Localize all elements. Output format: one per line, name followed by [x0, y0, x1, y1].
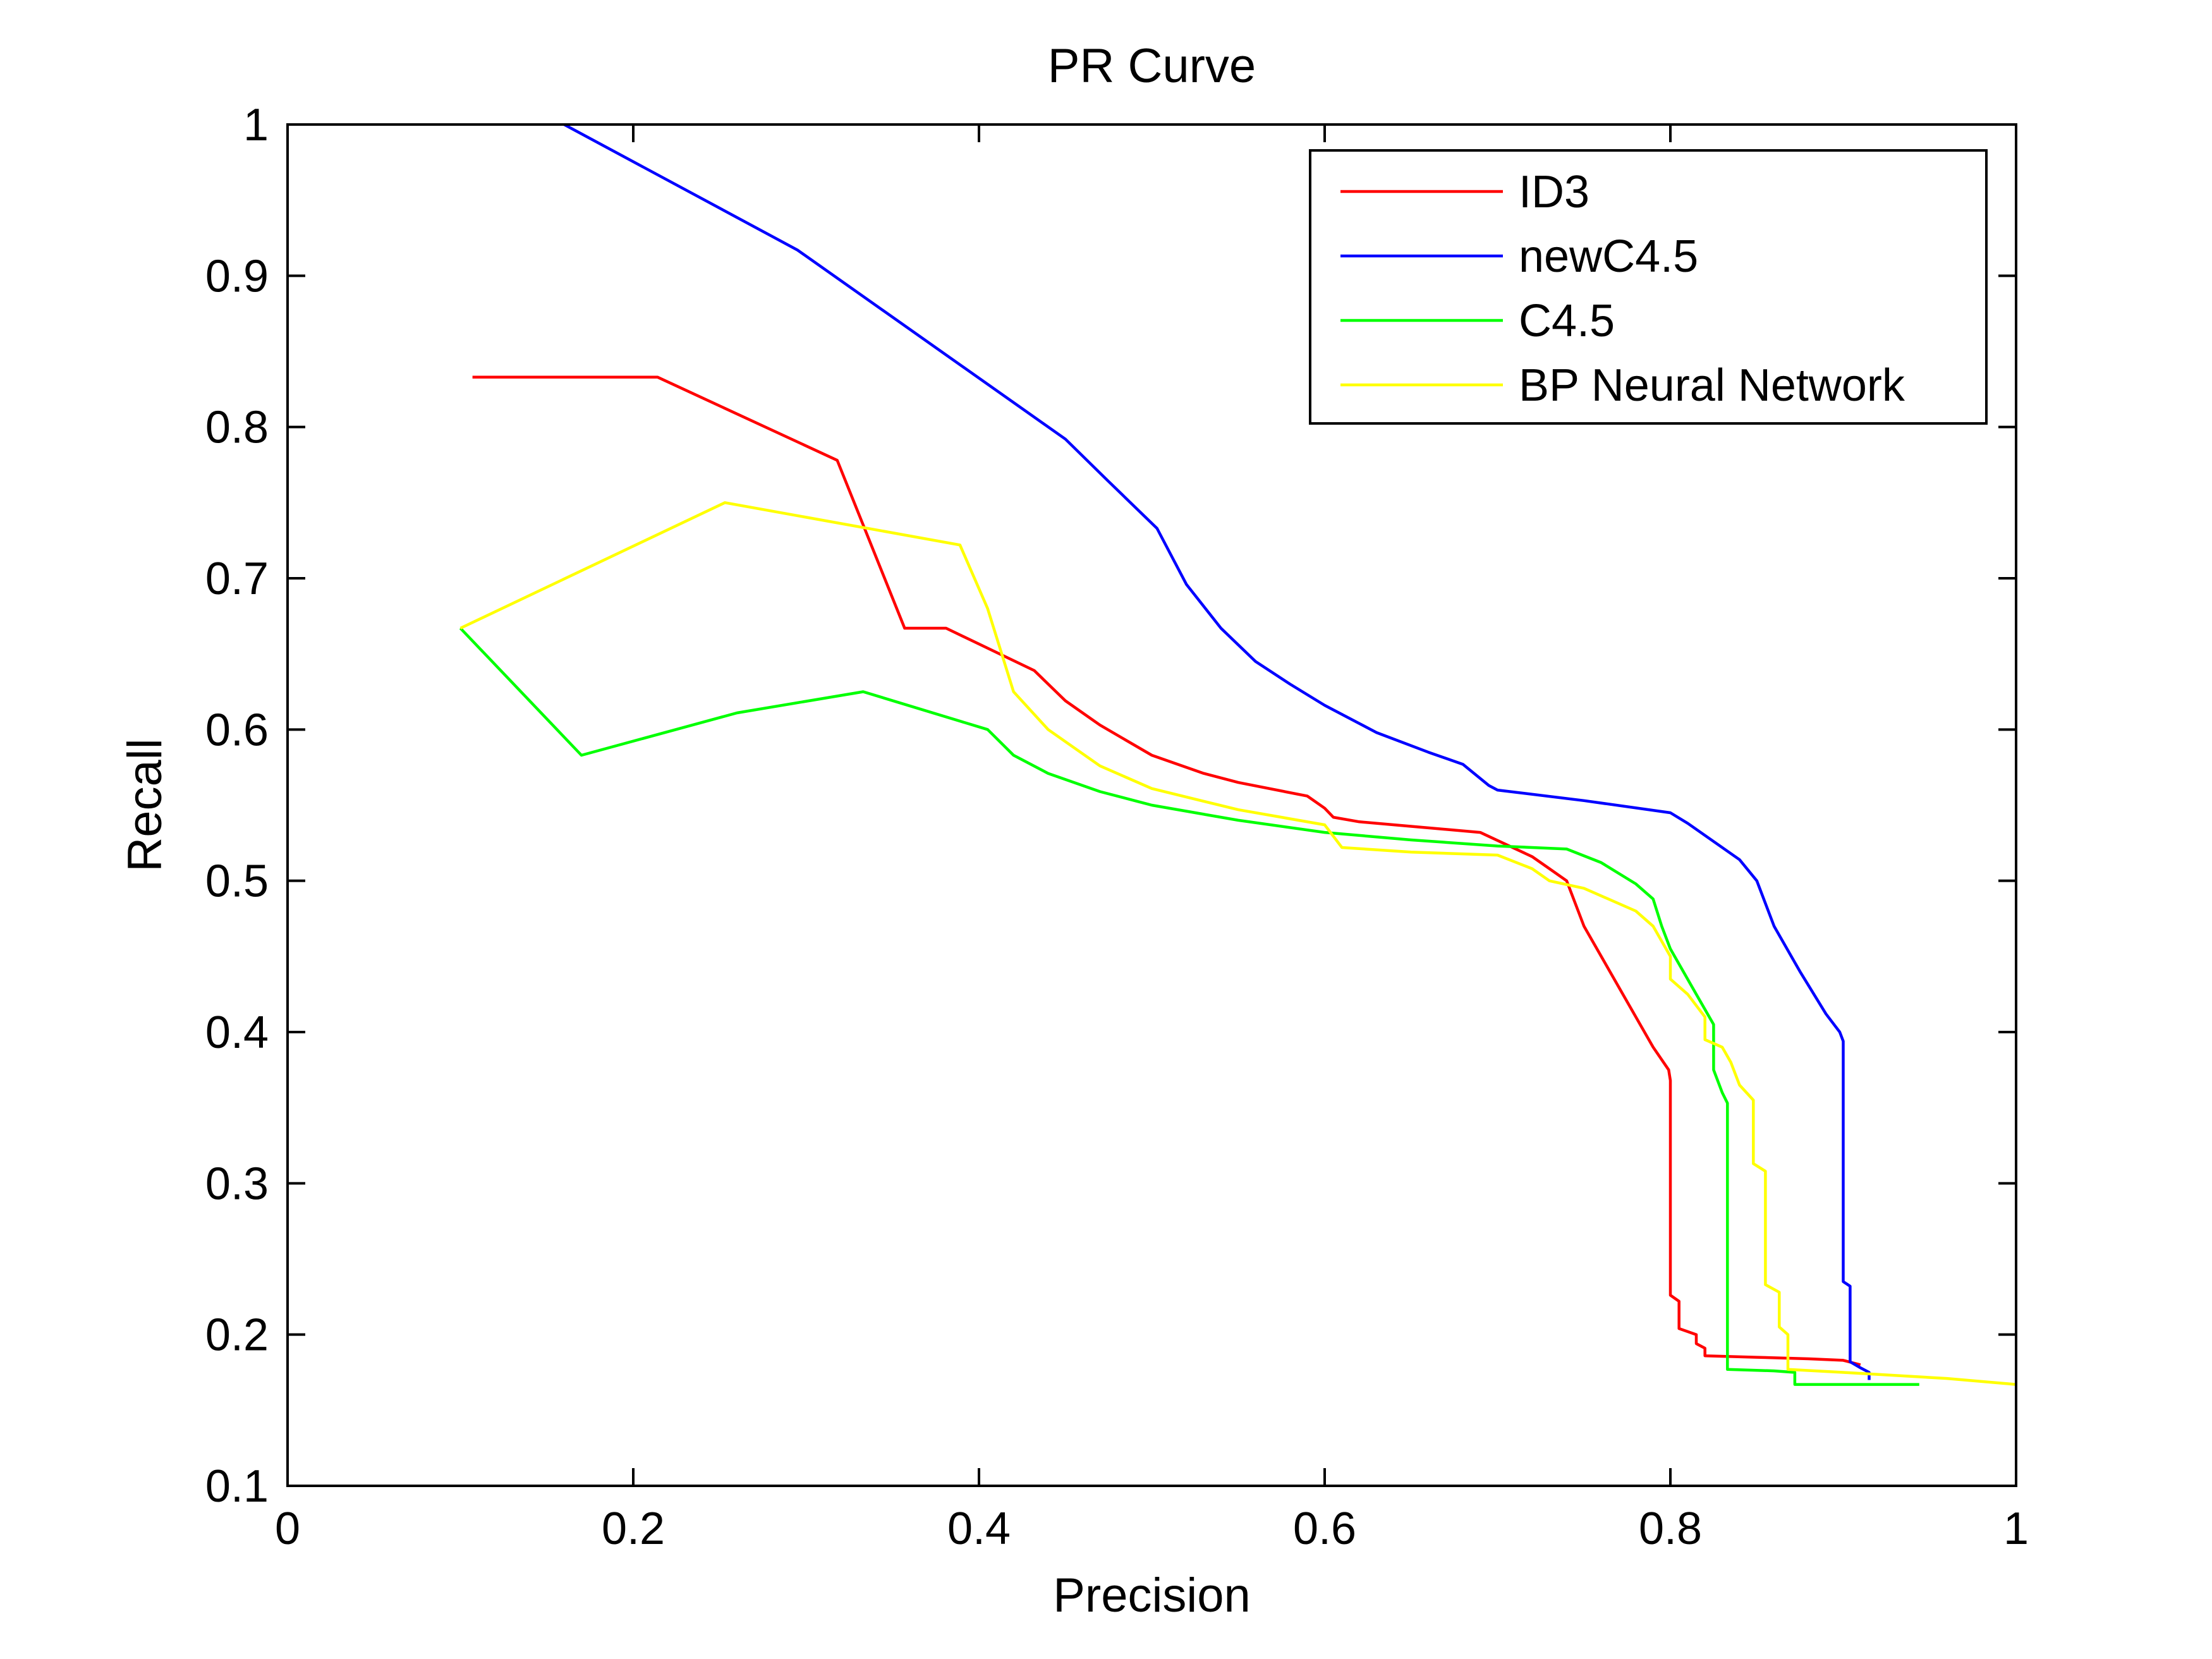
legend-entry-label: BP Neural Network [1519, 360, 1905, 411]
x-axis-label: Precision [1053, 1569, 1251, 1622]
y-tick-label: 0.2 [205, 1310, 269, 1361]
x-tick-label: 1 [2003, 1504, 2029, 1554]
series-lines [459, 123, 2017, 1386]
x-tick-label: 0.4 [947, 1504, 1011, 1554]
legend-entry-label: ID3 [1519, 167, 1589, 217]
x-tick-label: 0 [275, 1504, 300, 1554]
series-line-1 [563, 123, 1871, 1380]
y-tick-label: 0.5 [205, 856, 269, 907]
plot-area-frame [286, 123, 2017, 1487]
series-line-2 [459, 627, 1919, 1386]
legend: ID3 newC4.5 C4.5 BP Neural Network [1309, 149, 1988, 425]
x-tick-label: 0.8 [1639, 1504, 1702, 1554]
y-tick-label: 1 [243, 100, 269, 150]
x-axis-ticks: 0 0.2 0.4 0.6 0.8 1 [275, 125, 2029, 1554]
y-tick-label: 0.6 [205, 705, 269, 755]
y-tick-label: 0.3 [205, 1158, 269, 1209]
y-axis-ticks: 0.1 0.2 0.3 0.4 0.5 0.6 0.7 0.8 0.9 1 [205, 100, 2016, 1512]
chart-title: PR Curve [1048, 39, 1256, 93]
legend-box [1309, 149, 1988, 425]
legend-entry-label: C4.5 [1519, 296, 1615, 346]
x-tick-label: 0.2 [602, 1504, 665, 1554]
y-tick-label: 0.8 [205, 403, 269, 453]
y-tick-label: 0.7 [205, 554, 269, 604]
y-tick-label: 0.9 [205, 251, 269, 301]
y-axis-label: Recall [118, 738, 172, 872]
legend-entry-label: newC4.5 [1519, 231, 1698, 282]
series-line-3 [459, 501, 2017, 1386]
x-tick-label: 0.6 [1293, 1504, 1356, 1554]
y-tick-label: 0.1 [205, 1461, 269, 1512]
series-line-0 [472, 375, 1861, 1366]
y-tick-label: 0.4 [205, 1007, 269, 1058]
